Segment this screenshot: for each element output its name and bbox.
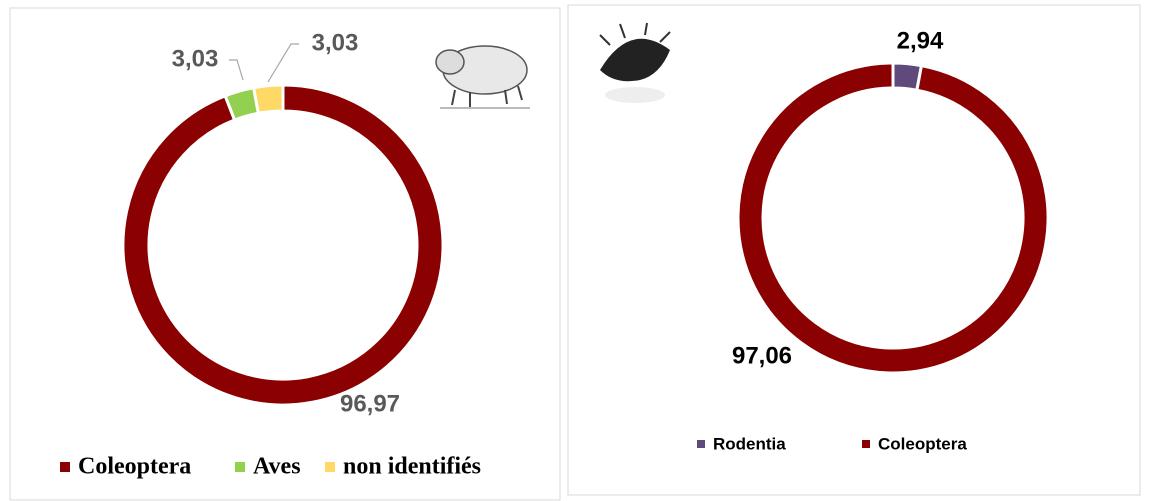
- data-label: 2,94: [897, 27, 944, 54]
- data-label: 3,03: [312, 29, 359, 56]
- donut-segment: [251, 83, 285, 116]
- porcupine-icon: [599, 22, 671, 103]
- donut-segment: [121, 83, 445, 407]
- donut-segment: [736, 61, 1050, 375]
- legend-swatch: [235, 462, 245, 472]
- leader-line: [229, 59, 244, 81]
- boar-icon: [435, 45, 530, 109]
- legend-swatch: [325, 462, 335, 472]
- legend-swatch: [862, 440, 870, 448]
- legend-label: Coleoptera: [878, 434, 967, 453]
- legend-label: Aves: [253, 454, 301, 480]
- legend-label: non identifiés: [343, 454, 481, 480]
- data-label: 96,97: [340, 390, 400, 417]
- legend-label: Coleoptera: [78, 454, 191, 480]
- leader-line: [267, 43, 299, 83]
- legend-swatch: [697, 440, 705, 448]
- data-label: 3,03: [172, 45, 219, 72]
- legend-label: Rodentia: [713, 434, 786, 453]
- legend-swatch: [60, 462, 70, 472]
- data-label: 97,06: [732, 342, 792, 369]
